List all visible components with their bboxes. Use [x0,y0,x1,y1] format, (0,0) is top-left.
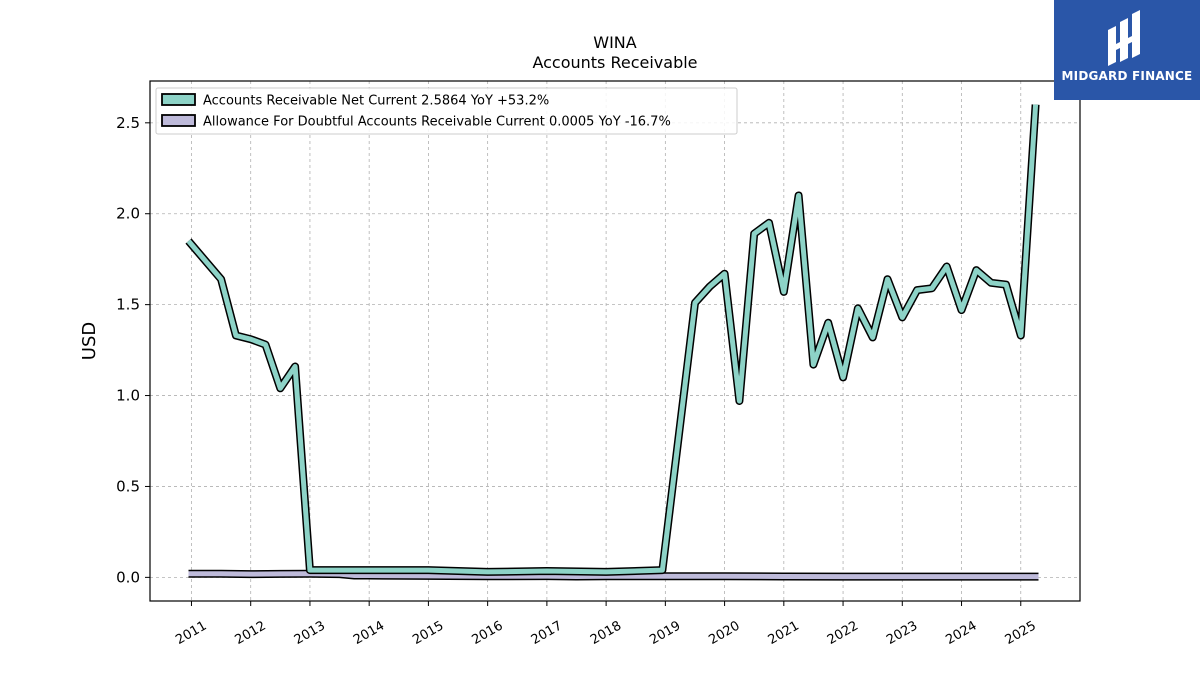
y-tick-label: 2.5 [116,114,140,132]
x-tick-label: 2016 [469,618,505,648]
legend-label-doubtful-allowance: Allowance For Doubtful Accounts Receivab… [203,115,671,130]
plot-frame [149,80,1081,602]
grid-lines [150,81,1080,601]
x-tick-label: 2025 [1003,618,1039,648]
x-tick-label: 2019 [647,618,683,648]
x-tick-label: 2024 [943,618,979,648]
y-axis-label: USD [79,322,100,360]
midgard-finance-logo: MIDGARD FINANCE [1054,0,1200,100]
series-line-receivable-net-outline [185,104,1040,576]
chart-title: WINA [593,33,637,52]
y-tick-label: 1.0 [116,387,140,405]
legend-box [155,87,738,135]
series-lines [185,104,1040,581]
y-tick-label: 2.0 [116,205,140,223]
x-tick-label: 2017 [529,618,565,648]
chart-subtitle: Accounts Receivable [532,53,697,72]
x-tick-label: 2014 [351,618,387,648]
x-tick-label: 2015 [410,618,446,648]
logo-text: MIDGARD FINANCE [1061,69,1193,83]
legend-swatch-receivable-net [161,93,196,106]
y-tick-label: 0.0 [116,568,140,586]
series-line-receivable-net [186,104,1039,575]
series-line-doubtful-allowance [188,571,1039,580]
y-tick-label: 0.5 [116,477,140,495]
x-tick-label: 2018 [588,618,624,648]
legend-swatch-doubtful-allowance [161,114,196,127]
x-tick-label: 2012 [233,618,269,648]
legend: Accounts Receivable Net Current 2.5864 Y… [155,87,738,135]
legend-label-receivable-net: Accounts Receivable Net Current 2.5864 Y… [203,94,549,109]
y-tick-label: 1.5 [116,296,140,314]
x-tick-label: 2011 [173,618,209,648]
midgard-finance-logo-icon [1108,10,1140,66]
x-tick-label: 2013 [292,618,328,648]
x-tick-label: 2023 [884,618,920,648]
x-tick-label: 2020 [706,618,742,648]
x-tick-label: 2022 [825,618,861,648]
x-tick-label: 2021 [766,618,802,648]
